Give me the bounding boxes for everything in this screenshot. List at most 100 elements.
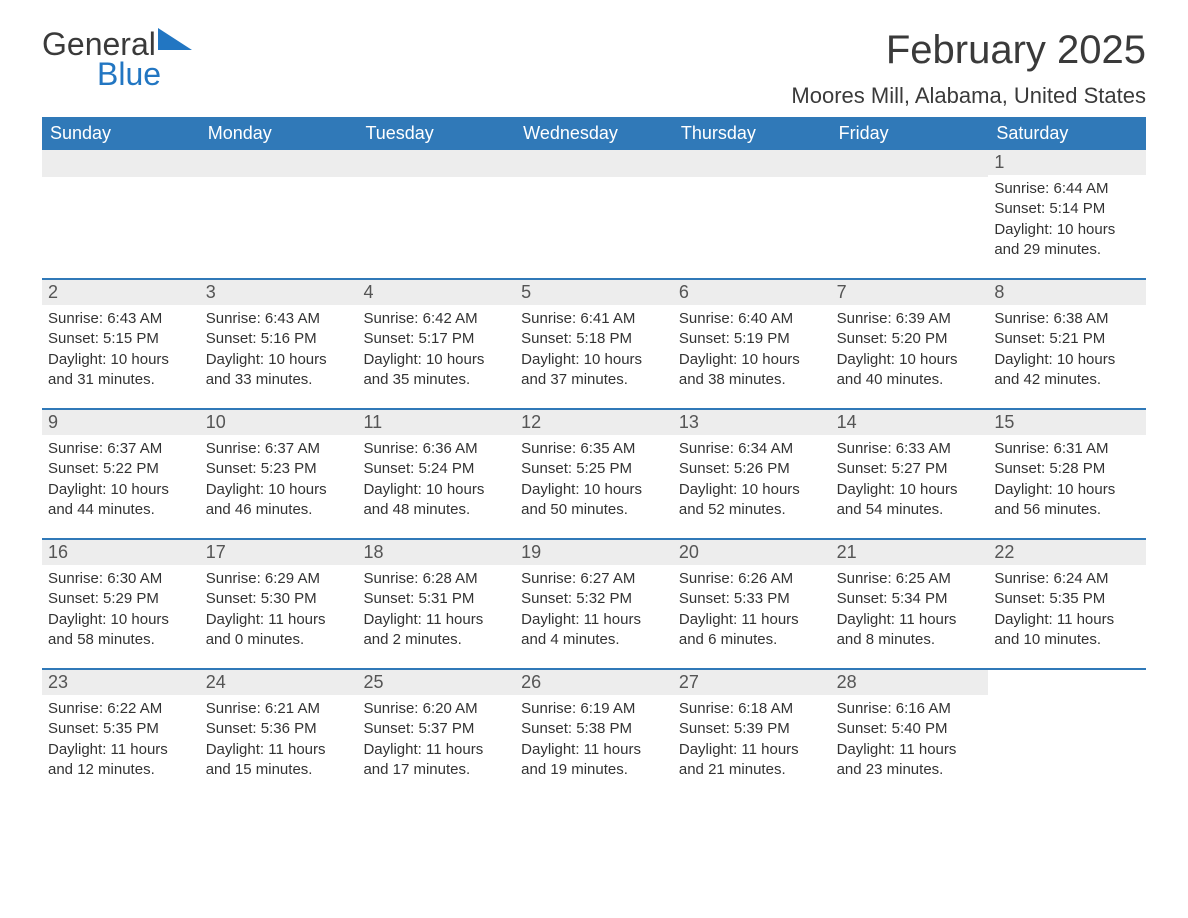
day-cell: 15Sunrise: 6:31 AMSunset: 5:28 PMDayligh… bbox=[988, 410, 1146, 538]
sunrise-text: Sunrise: 6:33 AM bbox=[837, 439, 983, 459]
daylight-text: Daylight: 10 hours and 38 minutes. bbox=[679, 350, 825, 391]
daylight-text: Daylight: 11 hours and 6 minutes. bbox=[679, 610, 825, 651]
daylight-text: Daylight: 10 hours and 52 minutes. bbox=[679, 480, 825, 521]
day-cell: 28Sunrise: 6:16 AMSunset: 5:40 PMDayligh… bbox=[831, 670, 989, 798]
sunrise-text: Sunrise: 6:44 AM bbox=[994, 179, 1140, 199]
day-number: 13 bbox=[673, 410, 831, 435]
sunset-text: Sunset: 5:14 PM bbox=[994, 199, 1140, 219]
day-number: 22 bbox=[988, 540, 1146, 565]
day-content: Sunrise: 6:35 AMSunset: 5:25 PMDaylight:… bbox=[515, 435, 673, 528]
day-cell: 11Sunrise: 6:36 AMSunset: 5:24 PMDayligh… bbox=[357, 410, 515, 538]
day-cell: 20Sunrise: 6:26 AMSunset: 5:33 PMDayligh… bbox=[673, 540, 831, 668]
sunrise-text: Sunrise: 6:20 AM bbox=[363, 699, 509, 719]
day-number bbox=[515, 150, 673, 177]
day-content: Sunrise: 6:37 AMSunset: 5:23 PMDaylight:… bbox=[200, 435, 358, 528]
sunrise-text: Sunrise: 6:35 AM bbox=[521, 439, 667, 459]
week-row: 1Sunrise: 6:44 AMSunset: 5:14 PMDaylight… bbox=[42, 150, 1146, 278]
daylight-text: Daylight: 11 hours and 21 minutes. bbox=[679, 740, 825, 781]
day-number: 16 bbox=[42, 540, 200, 565]
sunset-text: Sunset: 5:21 PM bbox=[994, 329, 1140, 349]
day-cell: 3Sunrise: 6:43 AMSunset: 5:16 PMDaylight… bbox=[200, 280, 358, 408]
day-cell: 26Sunrise: 6:19 AMSunset: 5:38 PMDayligh… bbox=[515, 670, 673, 798]
day-content: Sunrise: 6:26 AMSunset: 5:33 PMDaylight:… bbox=[673, 565, 831, 658]
day-number: 7 bbox=[831, 280, 989, 305]
sunset-text: Sunset: 5:40 PM bbox=[837, 719, 983, 739]
day-cell: 1Sunrise: 6:44 AMSunset: 5:14 PMDaylight… bbox=[988, 150, 1146, 278]
day-number: 11 bbox=[357, 410, 515, 435]
daylight-text: Daylight: 11 hours and 12 minutes. bbox=[48, 740, 194, 781]
day-number: 19 bbox=[515, 540, 673, 565]
sunrise-text: Sunrise: 6:22 AM bbox=[48, 699, 194, 719]
sunset-text: Sunset: 5:37 PM bbox=[363, 719, 509, 739]
location-label: Moores Mill, Alabama, United States bbox=[791, 83, 1146, 109]
daylight-text: Daylight: 10 hours and 37 minutes. bbox=[521, 350, 667, 391]
day-number: 25 bbox=[357, 670, 515, 695]
day-cell: 5Sunrise: 6:41 AMSunset: 5:18 PMDaylight… bbox=[515, 280, 673, 408]
daylight-text: Daylight: 11 hours and 23 minutes. bbox=[837, 740, 983, 781]
daylight-text: Daylight: 11 hours and 19 minutes. bbox=[521, 740, 667, 781]
daylight-text: Daylight: 10 hours and 50 minutes. bbox=[521, 480, 667, 521]
daylight-text: Daylight: 10 hours and 54 minutes. bbox=[837, 480, 983, 521]
sunrise-text: Sunrise: 6:42 AM bbox=[363, 309, 509, 329]
day-cell: 2Sunrise: 6:43 AMSunset: 5:15 PMDaylight… bbox=[42, 280, 200, 408]
sunset-text: Sunset: 5:24 PM bbox=[363, 459, 509, 479]
header: General Blue February 2025 Moores Mill, … bbox=[42, 28, 1146, 109]
daylight-text: Daylight: 10 hours and 48 minutes. bbox=[363, 480, 509, 521]
sunset-text: Sunset: 5:31 PM bbox=[363, 589, 509, 609]
daylight-text: Daylight: 11 hours and 8 minutes. bbox=[837, 610, 983, 651]
weekday-sunday: Sunday bbox=[42, 117, 200, 150]
day-number: 2 bbox=[42, 280, 200, 305]
day-number: 8 bbox=[988, 280, 1146, 305]
day-number: 24 bbox=[200, 670, 358, 695]
day-cell: 19Sunrise: 6:27 AMSunset: 5:32 PMDayligh… bbox=[515, 540, 673, 668]
day-cell: 7Sunrise: 6:39 AMSunset: 5:20 PMDaylight… bbox=[831, 280, 989, 408]
brand-flag-icon bbox=[158, 28, 192, 55]
day-content: Sunrise: 6:28 AMSunset: 5:31 PMDaylight:… bbox=[357, 565, 515, 658]
day-cell: 27Sunrise: 6:18 AMSunset: 5:39 PMDayligh… bbox=[673, 670, 831, 798]
day-number: 9 bbox=[42, 410, 200, 435]
day-cell bbox=[988, 670, 1146, 798]
daylight-text: Daylight: 10 hours and 42 minutes. bbox=[994, 350, 1140, 391]
day-content: Sunrise: 6:33 AMSunset: 5:27 PMDaylight:… bbox=[831, 435, 989, 528]
month-title: February 2025 bbox=[791, 28, 1146, 73]
weekday-saturday: Saturday bbox=[988, 117, 1146, 150]
weekday-monday: Monday bbox=[200, 117, 358, 150]
day-content: Sunrise: 6:29 AMSunset: 5:30 PMDaylight:… bbox=[200, 565, 358, 658]
sunrise-text: Sunrise: 6:39 AM bbox=[837, 309, 983, 329]
daylight-text: Daylight: 10 hours and 58 minutes. bbox=[48, 610, 194, 651]
sunset-text: Sunset: 5:20 PM bbox=[837, 329, 983, 349]
sunset-text: Sunset: 5:16 PM bbox=[206, 329, 352, 349]
daylight-text: Daylight: 11 hours and 10 minutes. bbox=[994, 610, 1140, 651]
sunset-text: Sunset: 5:17 PM bbox=[363, 329, 509, 349]
day-cell: 24Sunrise: 6:21 AMSunset: 5:36 PMDayligh… bbox=[200, 670, 358, 798]
day-number: 15 bbox=[988, 410, 1146, 435]
day-number: 6 bbox=[673, 280, 831, 305]
day-number: 18 bbox=[357, 540, 515, 565]
sunrise-text: Sunrise: 6:31 AM bbox=[994, 439, 1140, 459]
week-row: 2Sunrise: 6:43 AMSunset: 5:15 PMDaylight… bbox=[42, 278, 1146, 408]
sunrise-text: Sunrise: 6:19 AM bbox=[521, 699, 667, 719]
sunset-text: Sunset: 5:27 PM bbox=[837, 459, 983, 479]
daylight-text: Daylight: 10 hours and 46 minutes. bbox=[206, 480, 352, 521]
day-number: 1 bbox=[988, 150, 1146, 175]
day-content: Sunrise: 6:20 AMSunset: 5:37 PMDaylight:… bbox=[357, 695, 515, 788]
day-content: Sunrise: 6:30 AMSunset: 5:29 PMDaylight:… bbox=[42, 565, 200, 658]
day-number bbox=[673, 150, 831, 177]
day-number: 21 bbox=[831, 540, 989, 565]
day-cell: 14Sunrise: 6:33 AMSunset: 5:27 PMDayligh… bbox=[831, 410, 989, 538]
day-cell: 22Sunrise: 6:24 AMSunset: 5:35 PMDayligh… bbox=[988, 540, 1146, 668]
sunset-text: Sunset: 5:36 PM bbox=[206, 719, 352, 739]
day-content: Sunrise: 6:16 AMSunset: 5:40 PMDaylight:… bbox=[831, 695, 989, 788]
day-content: Sunrise: 6:27 AMSunset: 5:32 PMDaylight:… bbox=[515, 565, 673, 658]
sunrise-text: Sunrise: 6:18 AM bbox=[679, 699, 825, 719]
sunrise-text: Sunrise: 6:21 AM bbox=[206, 699, 352, 719]
day-cell: 9Sunrise: 6:37 AMSunset: 5:22 PMDaylight… bbox=[42, 410, 200, 538]
day-number: 27 bbox=[673, 670, 831, 695]
daylight-text: Daylight: 11 hours and 4 minutes. bbox=[521, 610, 667, 651]
day-cell: 25Sunrise: 6:20 AMSunset: 5:37 PMDayligh… bbox=[357, 670, 515, 798]
day-content: Sunrise: 6:19 AMSunset: 5:38 PMDaylight:… bbox=[515, 695, 673, 788]
weeks-container: 1 Sunrise: 6:44 AMSunset: 5:14 PM Daylight… bbox=[42, 150, 1146, 798]
day-number: 10 bbox=[200, 410, 358, 435]
sunrise-text: Sunrise: 6:27 AM bbox=[521, 569, 667, 589]
sunset-text: Sunset: 5:23 PM bbox=[206, 459, 352, 479]
